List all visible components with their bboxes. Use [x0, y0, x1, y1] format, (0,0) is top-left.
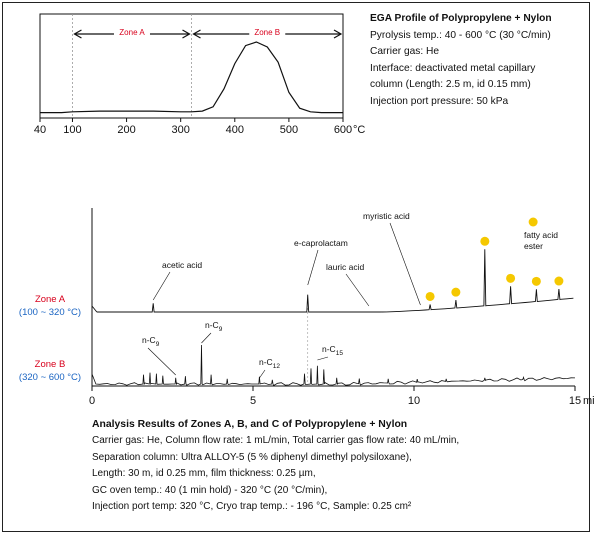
compound-leader-line	[307, 249, 319, 286]
zone-b-trace	[91, 344, 576, 387]
alkane-leader-line	[147, 347, 176, 376]
ega-arrowhead	[333, 29, 343, 39]
zone-b-label: Zone B	[34, 359, 66, 370]
compound-leader-line	[152, 271, 171, 301]
ega-zone-label: Zone A	[119, 28, 145, 37]
compound-label: e-caprolactam	[294, 238, 348, 248]
zone-b-range: (320 ~ 600 °C)	[18, 372, 82, 383]
compound-label: ester	[524, 241, 543, 251]
gc-x-tick-label: 10	[408, 395, 420, 407]
peak-marker	[451, 287, 461, 297]
alkane-leader-line	[201, 332, 212, 344]
alkane-peak-label-subscript: 12	[273, 363, 281, 370]
zone-a-trace	[91, 249, 574, 313]
zone-b-label-block: Zone B (320 ~ 600 °C)	[0, 358, 100, 384]
ega-arrowhead	[73, 29, 82, 39]
ega-info-line: Carrier gas: He	[370, 46, 440, 58]
ega-info-panel: EGA Profile of Polypropylene + Nylon Pyr…	[370, 11, 594, 111]
ega-x-tick-label: 500	[280, 124, 298, 136]
ega-arrowhead	[182, 29, 191, 39]
ega-x-tick-label: 200	[117, 124, 135, 136]
compound-label: myristic acid	[363, 211, 410, 221]
gc-info-line: GC oven temp.: 40 (1 min hold) - 320 °C …	[92, 484, 328, 496]
ega-x-unit-label: °C	[353, 124, 365, 136]
alkane-leader-line	[259, 369, 266, 379]
alkane-peak-label-text: n-C	[205, 320, 219, 330]
zone-a-label-block: Zone A (100 ~ 320 °C)	[0, 293, 100, 319]
alkane-peak-label-subscript: 9	[156, 341, 160, 348]
alkane-peak-label: n-C15	[322, 344, 343, 357]
alkane-peak-label: n-C12	[259, 357, 280, 370]
peak-marker	[528, 217, 538, 227]
alkane-peak-label-subscript: 9	[219, 326, 223, 333]
ega-profile-line	[40, 41, 343, 114]
compound-label: lauric acid	[326, 262, 365, 272]
peak-marker	[554, 276, 564, 286]
gc-info-title: Analysis Results of Zones A, B, and C of…	[92, 419, 408, 430]
peak-marker	[480, 236, 490, 246]
ega-info-title: EGA Profile of Polypropylene + Nylon	[370, 13, 552, 24]
zone-a-range: (100 ~ 320 °C)	[18, 307, 82, 318]
compound-label: acetic acid	[162, 260, 202, 270]
peak-marker	[531, 276, 541, 286]
ega-x-tick-label: 100	[63, 124, 81, 136]
alkane-leader-line	[317, 356, 329, 361]
peak-marker	[506, 273, 516, 283]
gc-info-line: Carrier gas: He, Column flow rate: 1 mL/…	[92, 435, 460, 447]
peak-marker	[425, 291, 435, 301]
alkane-peak-label: n-C9	[142, 335, 160, 348]
gc-x-tick-label: 0	[89, 395, 95, 407]
ega-zone-label-bg	[113, 27, 150, 37]
alkane-peak-label: n-C9	[205, 320, 223, 333]
alkane-peak-label-text: n-C	[259, 357, 273, 367]
compound-label: fatty acid	[524, 230, 558, 240]
ega-x-tick-label: 400	[226, 124, 244, 136]
figure-frame	[2, 2, 590, 532]
gc-x-tick-label: 15	[569, 395, 581, 407]
gc-x-tick-label: 5	[250, 395, 256, 407]
gc-info-panel: Analysis Results of Zones A, B, and C of…	[92, 417, 592, 515]
ega-zone-label: Zone B	[254, 28, 280, 37]
ega-info-line: Injection port pressure: 50 kPa	[370, 95, 509, 107]
gc-info-line: Length: 30 m, id 0.25 mm, film thickness…	[92, 468, 316, 480]
compound-leader-line	[389, 222, 421, 306]
ega-x-tick-label: 600	[334, 124, 352, 136]
alkane-peak-label-subscript: 15	[336, 350, 344, 357]
ega-x-tick-label: 40	[34, 124, 46, 136]
alkane-peak-label-text: n-C	[322, 344, 336, 354]
gc-info-line: Injection port temp: 320 °C, Cryo trap t…	[92, 501, 412, 513]
gc-x-unit-label: min	[583, 395, 594, 407]
alkane-peak-label-text: n-C	[142, 335, 156, 345]
ega-x-tick-label: 300	[171, 124, 189, 136]
ega-zone-label-bg	[249, 27, 286, 37]
ega-info-line: column (Length: 2.5 m, id 0.15 mm)	[370, 79, 531, 91]
ega-arrowhead	[192, 29, 201, 39]
ega-info-line: Pyrolysis temp.: 40 - 600 °C (30 °C/min)	[370, 29, 551, 41]
compound-leader-line	[345, 273, 370, 307]
zone-a-label: Zone A	[34, 294, 66, 305]
ega-info-line: Interface: deactivated metal capillary	[370, 62, 536, 74]
gc-info-line: Separation column: Ultra ALLOY-5 (5 % di…	[92, 451, 412, 463]
